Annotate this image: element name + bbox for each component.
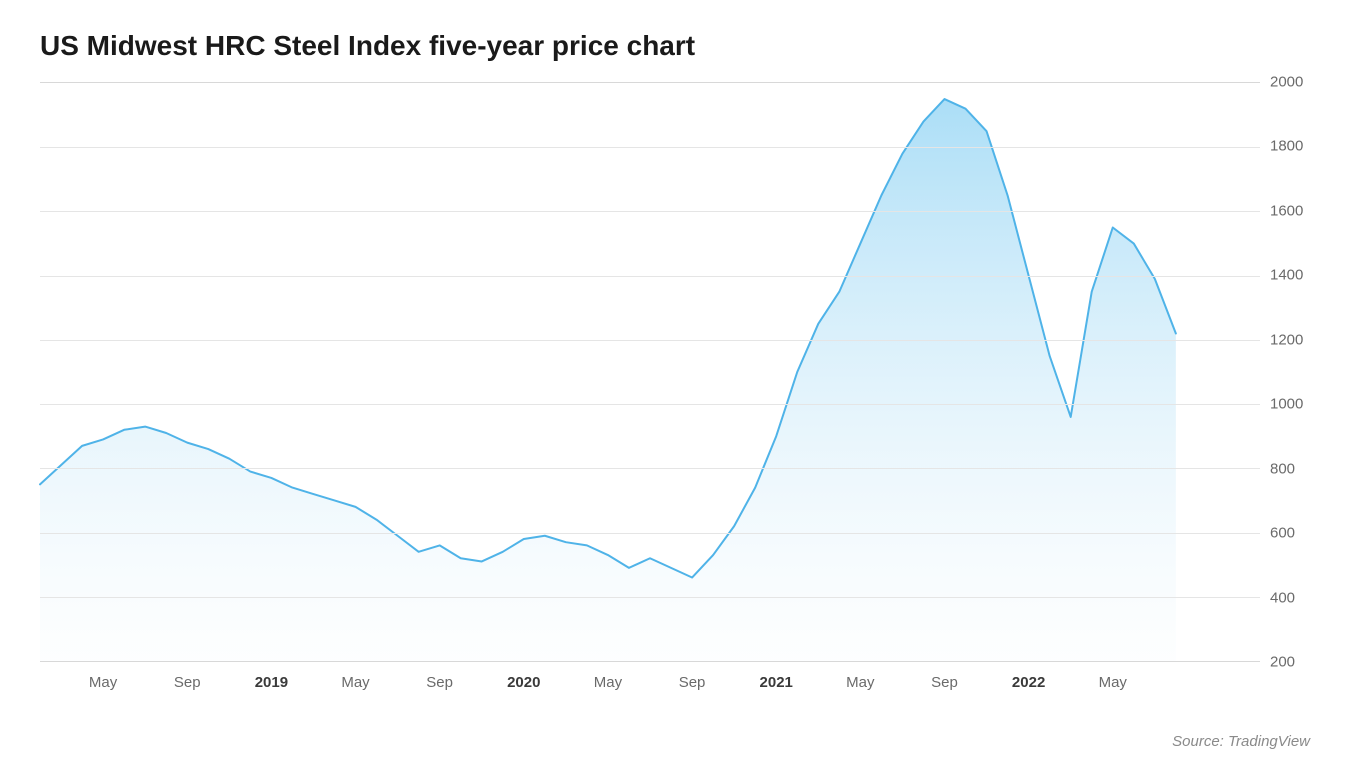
x-tick-label: 2021 xyxy=(760,674,793,691)
grid-line xyxy=(40,340,1260,341)
grid-line xyxy=(40,147,1260,148)
y-tick-label: 1200 xyxy=(1270,331,1320,348)
y-tick-label: 200 xyxy=(1270,654,1320,671)
x-tick-label: May xyxy=(594,674,622,691)
series-area xyxy=(40,99,1176,661)
y-tick-label: 1400 xyxy=(1270,267,1320,284)
y-axis-labels: 200400600800100012001400160018002000 xyxy=(1265,82,1320,662)
x-tick-label: Sep xyxy=(174,674,201,691)
y-tick-label: 1600 xyxy=(1270,202,1320,219)
x-tick-label: 2022 xyxy=(1012,674,1045,691)
grid-line xyxy=(40,404,1260,405)
area-chart-svg xyxy=(40,83,1260,661)
x-tick-label: May xyxy=(341,674,369,691)
chart-container: US Midwest HRC Steel Index five-year pri… xyxy=(0,0,1350,764)
chart-title: US Midwest HRC Steel Index five-year pri… xyxy=(40,30,1320,62)
x-tick-label: 2019 xyxy=(255,674,288,691)
source-attribution: Source: TradingView xyxy=(1172,733,1310,750)
y-tick-label: 800 xyxy=(1270,460,1320,477)
x-tick-label: May xyxy=(846,674,874,691)
x-axis-labels: May Sep 2019 May Sep 2020 May Sep 2021 May Sep 2022… xyxy=(40,664,1260,702)
y-tick-label: 600 xyxy=(1270,525,1320,542)
x-tick-label: Sep xyxy=(679,674,706,691)
x-tick-label: 2020 xyxy=(507,674,540,691)
y-tick-label: 1800 xyxy=(1270,138,1320,155)
grid-line xyxy=(40,276,1260,277)
grid-line xyxy=(40,597,1260,598)
x-tick-label: Sep xyxy=(426,674,453,691)
grid-line xyxy=(40,533,1260,534)
y-tick-label: 400 xyxy=(1270,589,1320,606)
y-tick-label: 1000 xyxy=(1270,396,1320,413)
y-tick-label: 2000 xyxy=(1270,74,1320,91)
x-tick-label: Sep xyxy=(931,674,958,691)
plot-wrap: 200400600800100012001400160018002000 May… xyxy=(40,82,1320,702)
grid-line xyxy=(40,468,1260,469)
x-tick-label: May xyxy=(1099,674,1127,691)
grid-line xyxy=(40,211,1260,212)
plot-area xyxy=(40,82,1260,662)
x-tick-label: May xyxy=(89,674,117,691)
